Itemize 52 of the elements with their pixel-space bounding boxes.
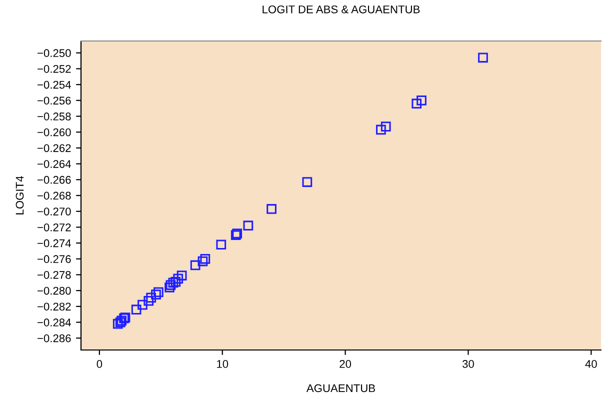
point (173, 274, 184, 284)
x-axis-title: AGUAENTUB (306, 384, 375, 392)
point (416, 95, 426, 106)
y-tick-label: −0.268 (38, 192, 71, 200)
y-tick-label: −0.252 (38, 65, 71, 73)
x-tick-label: 20 (340, 360, 352, 368)
chart-title: LOGIT DE ABS & AGUAENTUB (262, 5, 420, 14)
point (478, 52, 488, 63)
y-tick-label: −0.284 (38, 318, 71, 326)
y-tick-label: −0.286 (38, 334, 71, 342)
y-tick-label: −0.278 (38, 271, 71, 279)
y-tick-label: −0.260 (38, 128, 71, 136)
y-tick-label: −0.274 (38, 239, 71, 248)
point (412, 98, 422, 109)
point (168, 278, 178, 288)
point (216, 240, 226, 250)
point (144, 296, 154, 306)
y-tick-label: −0.282 (38, 302, 71, 311)
point (380, 122, 391, 132)
point (154, 287, 164, 298)
y-tick-label: −0.270 (38, 208, 71, 216)
point (131, 304, 142, 315)
y-tick-label: −0.256 (38, 96, 71, 105)
x-tick-label: 30 (462, 360, 474, 368)
point (243, 220, 254, 231)
point (112, 318, 123, 329)
y-tick-label: −0.250 (38, 49, 71, 58)
x-tick-label: 0 (96, 360, 102, 368)
y-tick-label: −0.264 (38, 160, 71, 168)
point (176, 270, 187, 280)
y-tick-label: −0.258 (38, 112, 71, 120)
y-tick-label: −0.254 (38, 80, 71, 89)
y-tick-label: −0.272 (38, 223, 71, 232)
point (166, 280, 176, 290)
point (190, 260, 200, 270)
y-tick-label: −0.262 (38, 144, 71, 152)
point (198, 256, 208, 266)
y-tick-label: −0.266 (38, 176, 71, 184)
point (170, 276, 181, 287)
y-axis-title: LOGIT4 (16, 176, 24, 214)
point (151, 290, 161, 300)
point (302, 177, 312, 187)
y-tick-label: −0.276 (38, 255, 71, 264)
point (376, 124, 386, 135)
point (146, 292, 156, 303)
point (138, 300, 148, 310)
point (164, 282, 174, 292)
x-tick-label: 40 (585, 360, 597, 368)
y-tick-label: −0.280 (38, 286, 71, 295)
point (200, 254, 210, 264)
x-tick-label: 10 (217, 360, 228, 368)
point (266, 204, 276, 214)
